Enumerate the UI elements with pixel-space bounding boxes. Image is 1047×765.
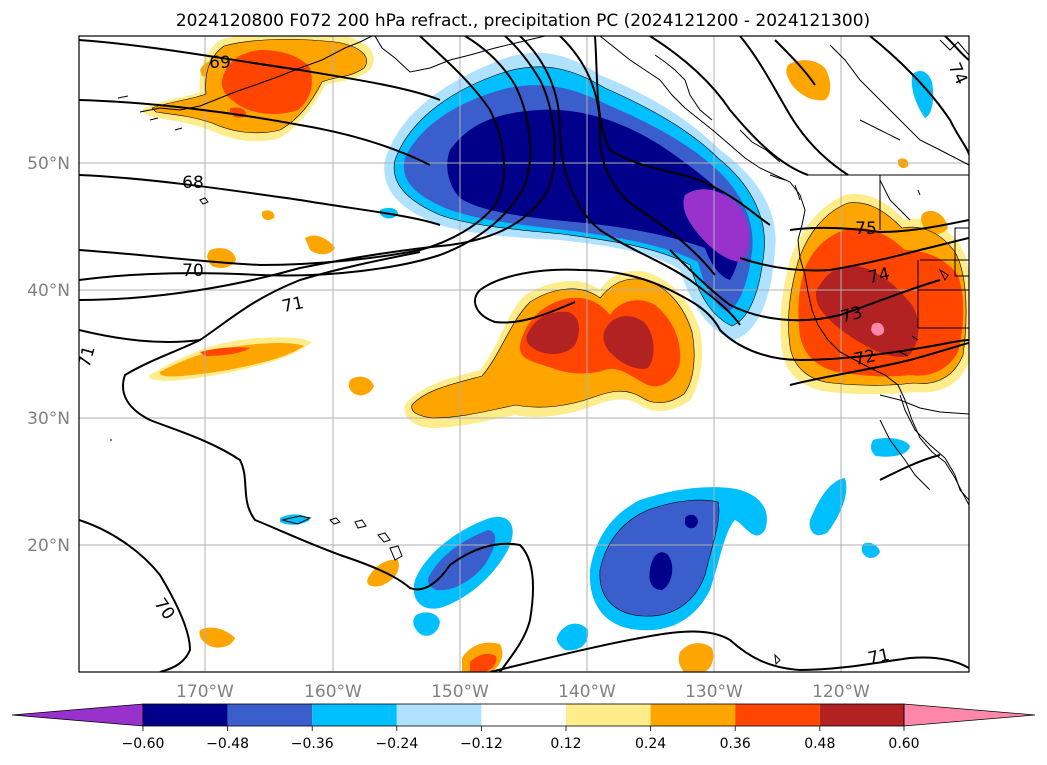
gridlines bbox=[79, 36, 969, 672]
lat-label: 20°N bbox=[27, 536, 70, 556]
latitude-labels: 50°N 40°N 30°N 20°N bbox=[27, 154, 70, 556]
lon-label: 160°W bbox=[304, 682, 362, 702]
contour-label: 69 bbox=[209, 53, 231, 73]
colorbar-tick-label: 0.12 bbox=[550, 736, 581, 752]
contour-label: 68 bbox=[182, 173, 204, 193]
refractivity-contours bbox=[79, 36, 969, 672]
contour-labels: 69 68 70 71 71 70 75 74 73 72 71 74 bbox=[75, 53, 969, 669]
colorbar-tick-label: −0.36 bbox=[291, 736, 334, 752]
negative-anomaly-north bbox=[384, 52, 776, 341]
colorbar-segment bbox=[481, 704, 566, 726]
positive-anomaly-east bbox=[780, 194, 969, 395]
colorbar: −0.60 −0.48 −0.36 −0.24 −0.12 0.12 0.24 … bbox=[11, 703, 1036, 752]
colorbar-tick-labels: −0.60 −0.48 −0.36 −0.24 −0.12 0.12 0.24 … bbox=[122, 736, 920, 752]
colorbar-tick-label: −0.12 bbox=[460, 736, 503, 752]
colorbar-segment bbox=[735, 704, 820, 726]
fill-outlines bbox=[151, 39, 967, 617]
lon-label: 170°W bbox=[176, 682, 234, 702]
colorbar-tick-label: 0.24 bbox=[635, 736, 666, 752]
colorbar-tick-label: 0.48 bbox=[804, 736, 835, 752]
map-panel: 69 68 70 71 71 70 75 74 73 72 71 74 bbox=[75, 36, 969, 672]
lon-label: 130°W bbox=[685, 682, 743, 702]
positive-anomaly-central bbox=[404, 270, 702, 428]
contour-label: 71 bbox=[866, 645, 891, 669]
colorbar-segment bbox=[396, 704, 482, 726]
contour-label: 75 bbox=[855, 219, 877, 239]
lon-label: 150°W bbox=[431, 682, 489, 702]
colorbar-tick-label: −0.60 bbox=[122, 736, 165, 752]
contour-label: 70 bbox=[182, 261, 204, 281]
map-frame bbox=[78, 35, 970, 673]
lat-label: 30°N bbox=[27, 409, 70, 429]
colorbar-segment bbox=[566, 704, 651, 726]
contour-label: 72 bbox=[852, 346, 877, 370]
lon-label: 120°W bbox=[812, 682, 870, 702]
colorbar-frame bbox=[142, 703, 905, 727]
lat-label: 50°N bbox=[27, 154, 70, 174]
colorbar-segment bbox=[143, 704, 228, 726]
colorbar-tick-label: −0.48 bbox=[206, 736, 249, 752]
colorbar-tick-label: 0.36 bbox=[720, 736, 751, 752]
longitude-labels: 170°W 160°W 150°W 140°W 130°W 120°W bbox=[176, 682, 870, 702]
colorbar-segment bbox=[819, 704, 904, 726]
contour-label: 71 bbox=[280, 293, 305, 317]
colorbar-tick-label: 0.60 bbox=[888, 736, 919, 752]
colorbar-segment bbox=[312, 704, 397, 726]
colorbar-ticks bbox=[142, 726, 905, 731]
colorbar-extend-left bbox=[11, 703, 144, 727]
contour-label: 71 bbox=[75, 344, 100, 370]
lon-label: 140°W bbox=[558, 682, 616, 702]
colorbar-segment bbox=[650, 704, 736, 726]
coastlines bbox=[110, 36, 969, 666]
colorbar-tick-label: −0.24 bbox=[375, 736, 418, 752]
colorbar-extend-right bbox=[903, 703, 1036, 727]
map-title: 2024120800 F072 200 hPa refract., precip… bbox=[176, 11, 870, 31]
contour-label: 74 bbox=[866, 264, 891, 288]
colorbar-segment bbox=[227, 704, 313, 726]
lat-label: 40°N bbox=[27, 281, 70, 301]
